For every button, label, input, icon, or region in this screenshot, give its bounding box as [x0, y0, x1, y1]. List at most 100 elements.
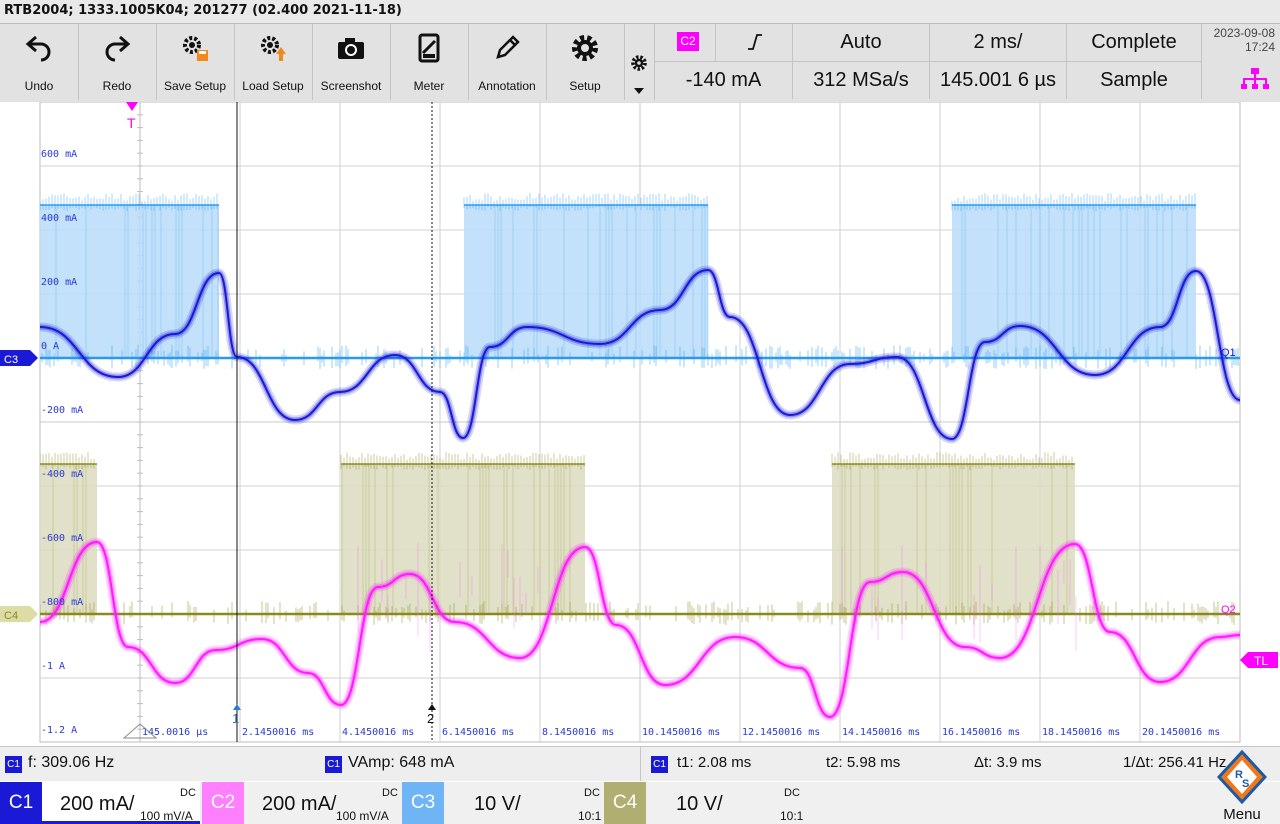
acquisition-mode[interactable]: Sample [1067, 62, 1202, 99]
trigger-level-label: TL [1254, 654, 1268, 668]
c4-probe: 10:1 [780, 809, 804, 823]
cursor-1-label: 1 [232, 711, 239, 726]
save-setup-label: Save Setup [163, 79, 227, 93]
channel-c1[interactable]: C1 200 mA/ DC 100 mV/A [0, 782, 200, 824]
pulse-burst [341, 464, 585, 614]
trigger-level[interactable]: -140 mA [655, 62, 793, 99]
c1-tag: C1 [0, 782, 42, 824]
c3-probe: 10:1 [578, 809, 602, 823]
rohde-schwarz-logo-icon: R S [1217, 750, 1267, 804]
menu-label: Menu [1223, 806, 1261, 823]
svg-text:R: R [1235, 769, 1243, 781]
cursor-measurements[interactable]: C1 t1: 2.08 ms t2: 5.98 ms Δt: 3.9 ms 1/… [640, 747, 1280, 781]
pulse-burst [952, 205, 1196, 358]
c4-offset-label: C4 [4, 610, 18, 622]
time-scale[interactable]: 2 ms/ [930, 24, 1067, 62]
measurement-bar: C1 f: 309.06 Hz C1 VAmp: 648 mA C1 t1: 2… [0, 746, 1280, 781]
x-axis-label: 2.1450016 ms [242, 727, 314, 738]
c3-offset-marker[interactable] [0, 350, 38, 366]
setup-button[interactable]: Setup [546, 24, 625, 100]
menu-button[interactable]: R S Menu [1204, 748, 1280, 824]
trigger-level-marker[interactable] [1240, 652, 1278, 668]
c3-tag: C3 [402, 782, 444, 824]
pulse-burst [40, 464, 97, 614]
y-axis-label: 0 A [41, 341, 59, 352]
y-axis-label: -1 A [41, 661, 65, 672]
cursor-1-marker-icon[interactable] [233, 704, 241, 710]
meter-icon [418, 33, 440, 63]
trigger-marker-icon[interactable] [126, 102, 138, 111]
cursor-t2: t2: 5.98 ms [826, 754, 901, 771]
c4-tag: C4 [604, 782, 646, 824]
undo-button[interactable]: Undo [0, 24, 79, 100]
c4-scale: 10 V/ [676, 793, 723, 815]
trigger-source-cell[interactable]: C2 [655, 24, 716, 62]
annotation-button[interactable]: Annotation [468, 24, 547, 100]
screenshot-button[interactable]: Screenshot [312, 24, 391, 100]
trigger-slope-cell[interactable] [716, 24, 793, 62]
channel-bar: C1 200 mA/ DC 100 mV/A C2 200 mA/ DC 100… [0, 782, 1280, 824]
pulse-burst [832, 464, 1075, 614]
c1-probe: 100 mV/A [140, 809, 193, 823]
meter-label: Meter [413, 79, 445, 93]
time-position[interactable]: 145.001 6 µs [930, 62, 1067, 99]
load-setup-icon [261, 36, 286, 61]
x-axis-label: 20.1450016 ms [1142, 727, 1220, 738]
trigger-marker-label: T [127, 115, 136, 131]
waveform-display[interactable]: 600 mA 400 mA 200 mA 0 A -200 mA -400 mA -600 … [0, 101, 1280, 744]
horizontal-position-icon[interactable] [122, 723, 158, 739]
x-axis-label: 6.1450016 ms [442, 727, 514, 738]
y-axis-label: -200 mA [41, 405, 83, 416]
title-bar: RTB2004; 1333.1005K04; 201277 (02.400 20… [0, 0, 1280, 24]
x-axis-label: 18.1450016 ms [1042, 727, 1120, 738]
channel-c2[interactable]: C2 200 mA/ DC 100 mV/A [202, 782, 402, 824]
ref-q2-label: Q2 [1221, 604, 1236, 616]
vamp-measurement[interactable]: VAmp: 648 mA [348, 754, 455, 771]
pen-icon [496, 35, 520, 59]
c2-tag: C2 [202, 782, 244, 824]
c3-scale: 10 V/ [474, 793, 521, 815]
redo-icon [105, 35, 131, 62]
c2-coupling: DC [382, 787, 398, 799]
ref-q1-label: Q1 [1221, 347, 1236, 359]
date-text: 2023-09-08 [1213, 26, 1275, 40]
channel-c4[interactable]: C4 10 V/ DC 10:1 [604, 782, 804, 824]
cursor-2-marker-icon[interactable] [428, 704, 436, 710]
waveform-canvas[interactable]: 600 mA 400 mA 200 mA 0 A -200 mA -400 mA -600 … [0, 101, 1280, 744]
title-text: RTB2004; 1333.1005K04; 201277 (02.400 20… [4, 3, 402, 18]
x-axis-label: 4.1450016 ms [342, 727, 414, 738]
c2-probe: 100 mV/A [336, 809, 389, 823]
camera-icon [338, 38, 364, 59]
freq-measurement[interactable]: f: 309.06 Hz [28, 754, 115, 771]
save-setup-button[interactable]: Save Setup [156, 24, 235, 100]
x-axis-label: 16.1450016 ms [942, 727, 1020, 738]
c4-coupling: DC [784, 787, 800, 799]
c4-offset-marker[interactable] [0, 606, 38, 622]
redo-button[interactable]: Redo [78, 24, 157, 100]
vamp-channel-badge: C1 [325, 756, 342, 773]
cursor-2-label: 2 [427, 711, 434, 726]
y-axis-label: -1.2 A [41, 725, 77, 736]
y-axis-label: 600 mA [41, 149, 77, 160]
acquisition-status[interactable]: Complete [1067, 24, 1202, 62]
load-setup-button[interactable]: Load Setup [234, 24, 313, 100]
trigger-source-badge: C2 [677, 32, 699, 51]
meter-button[interactable]: Meter [390, 24, 469, 100]
x-axis-label: 8.1450016 ms [542, 727, 614, 738]
trigger-mode[interactable]: Auto [793, 24, 930, 62]
undo-label: Undo [24, 79, 54, 93]
c2-scale: 200 mA/ [262, 793, 337, 815]
x-axis-label: 14.1450016 ms [842, 727, 920, 738]
freq-channel-badge: C1 [5, 756, 22, 773]
sample-rate[interactable]: 312 MSa/s [793, 62, 930, 99]
pulse-burst [464, 205, 708, 358]
settings-menu-button[interactable] [624, 24, 655, 100]
undo-icon [25, 35, 51, 62]
network-icon [1241, 68, 1269, 89]
channel-c3[interactable]: C3 10 V/ DC 10:1 [402, 782, 602, 824]
c4-waveform [40, 452, 1240, 625]
c3-waveform [40, 193, 1240, 369]
svg-text:S: S [1242, 778, 1249, 790]
c1-scale: 200 mA/ [60, 793, 135, 815]
x-axis-label: 12.1450016 ms [742, 727, 820, 738]
